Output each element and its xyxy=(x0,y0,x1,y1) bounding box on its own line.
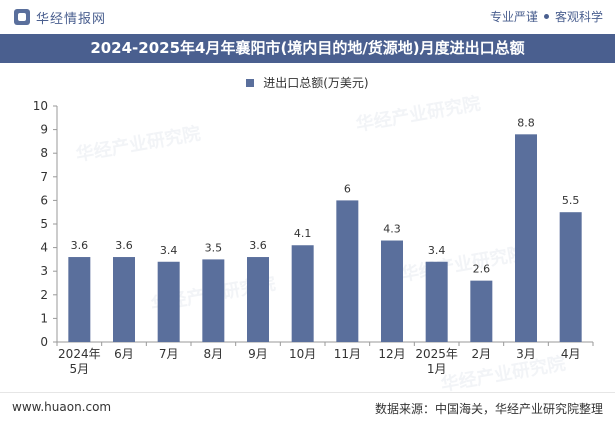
x-tick-label: 2025年 xyxy=(415,347,458,361)
y-tick-label: 5 xyxy=(40,217,48,231)
bar xyxy=(515,134,537,342)
chart-title: 2024-2025年4月年襄阳市(境内目的地/货源地)月度进出口总额 xyxy=(90,39,525,57)
x-tick-label: 4月 xyxy=(561,347,581,361)
bar-value-label: 3.6 xyxy=(249,239,267,252)
bar xyxy=(425,261,448,342)
x-tick-label: 11月 xyxy=(334,347,361,361)
bar-value-label: 4.1 xyxy=(294,227,312,240)
bar xyxy=(559,212,582,342)
y-tick-label: 6 xyxy=(40,193,48,207)
bar-value-label: 4.3 xyxy=(383,223,401,236)
bar xyxy=(247,257,269,342)
bar-value-label: 6 xyxy=(344,182,351,195)
bar-value-label: 8.8 xyxy=(517,116,535,129)
bar-value-label: 5.5 xyxy=(562,194,580,207)
x-tick-label: 9月 xyxy=(248,347,268,361)
y-tick-label: 1 xyxy=(40,311,48,325)
x-tick-label: 6月 xyxy=(114,347,134,361)
bar xyxy=(202,259,225,342)
y-tick-label: 2 xyxy=(40,288,48,302)
brand[interactable]: 华经情报网 xyxy=(14,7,106,27)
brand-logo-icon xyxy=(14,9,30,25)
x-tick-label: 2024年 xyxy=(58,347,101,361)
bar xyxy=(113,257,135,342)
legend-swatch xyxy=(246,78,255,87)
bar-value-label: 3.6 xyxy=(71,239,89,252)
slogan-left: 专业严谨 xyxy=(489,10,538,24)
y-tick-label: 7 xyxy=(40,170,48,184)
bar xyxy=(381,240,403,342)
x-tick-label: 8月 xyxy=(204,347,224,361)
legend-label: 进出口总额(万美元) xyxy=(263,76,369,90)
x-tick-label: 1月 xyxy=(427,362,447,376)
bar-value-label: 3.4 xyxy=(428,244,446,257)
x-tick-label: 10月 xyxy=(289,347,316,361)
bar xyxy=(470,280,493,342)
x-tick-label: 3月 xyxy=(516,347,536,361)
brand-name: 华经情报网 xyxy=(36,11,107,27)
y-tick-label: 10 xyxy=(33,99,48,113)
x-tick-label: 12月 xyxy=(378,347,405,361)
x-tick-label: 7月 xyxy=(159,347,179,361)
x-tick-label: 5月 xyxy=(70,362,90,376)
footer-divider xyxy=(0,392,615,393)
bar-value-label: 3.5 xyxy=(205,241,223,254)
slogan-right: 客观科学 xyxy=(554,10,603,24)
top-bar: 华经情报网 专业严谨 客观科学 xyxy=(0,0,615,34)
bar xyxy=(336,200,359,342)
bar xyxy=(68,257,91,342)
bar xyxy=(291,245,314,342)
bullet-dot-icon xyxy=(543,14,549,19)
footer-website[interactable]: www.huaon.com xyxy=(12,400,112,414)
y-tick-label: 8 xyxy=(40,146,48,160)
bar-value-label: 3.4 xyxy=(160,244,178,257)
slogan: 专业严谨 客观科学 xyxy=(490,8,603,25)
y-tick-label: 3 xyxy=(40,264,48,278)
y-tick-label: 9 xyxy=(40,123,48,137)
bar-value-label: 3.6 xyxy=(115,239,133,252)
chart-legend: 进出口总额(万美元) xyxy=(0,74,615,91)
title-bar: 2024-2025年4月年襄阳市(境内目的地/货源地)月度进出口总额 xyxy=(0,34,615,63)
x-tick-label: 2月 xyxy=(472,347,492,361)
bar-value-label: 2.6 xyxy=(473,263,491,276)
footer-source: 数据来源：中国海关，华经产业研究院整理 xyxy=(374,402,603,416)
y-tick-label: 0 xyxy=(40,335,48,349)
y-tick-label: 4 xyxy=(40,241,48,255)
bar xyxy=(157,261,180,342)
